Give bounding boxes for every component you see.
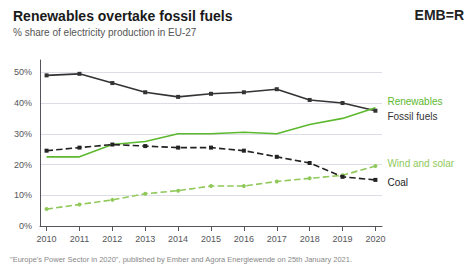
svg-text:0%: 0%	[19, 221, 32, 231]
svg-text:Renewables: Renewables	[387, 96, 442, 107]
svg-text:Coal: Coal	[387, 177, 408, 188]
svg-text:30%: 30%	[14, 129, 32, 139]
svg-text:2017: 2017	[267, 234, 287, 244]
svg-text:"Europe's Power Sector in 2020: "Europe's Power Sector in 2020", publish…	[10, 255, 352, 264]
svg-text:2019: 2019	[333, 234, 353, 244]
svg-text:Wind and solar: Wind and solar	[387, 158, 454, 169]
svg-text:10%: 10%	[14, 190, 32, 200]
svg-text:2014: 2014	[168, 234, 188, 244]
svg-text:2010: 2010	[37, 234, 57, 244]
svg-text:2016: 2016	[234, 234, 254, 244]
svg-text:Renewables overtake fossil fue: Renewables overtake fossil fuels	[13, 8, 233, 24]
svg-text:2015: 2015	[201, 234, 221, 244]
svg-text:% share of electricity product: % share of electricity production in EU-…	[13, 27, 197, 38]
svg-text:2011: 2011	[70, 234, 89, 244]
svg-text:2018: 2018	[300, 234, 320, 244]
svg-text:2012: 2012	[102, 234, 122, 244]
svg-text:50%: 50%	[14, 67, 32, 77]
svg-text:EMB=R: EMB=R	[415, 7, 464, 23]
svg-text:Fossil fuels: Fossil fuels	[387, 111, 437, 122]
svg-text:40%: 40%	[14, 98, 32, 108]
svg-text:2013: 2013	[135, 234, 155, 244]
svg-text:2020: 2020	[365, 234, 385, 244]
svg-text:20%: 20%	[14, 160, 32, 170]
